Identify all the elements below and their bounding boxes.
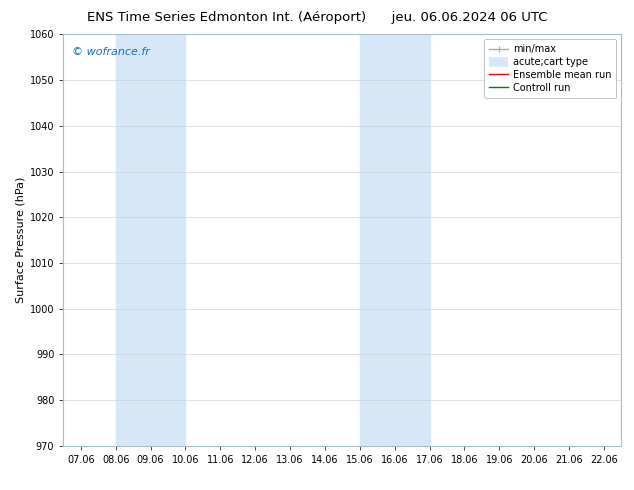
Bar	[359, 34, 429, 446]
Legend: min/max, acute;cart type, Ensemble mean run, Controll run: min/max, acute;cart type, Ensemble mean …	[484, 39, 616, 98]
Bar	[116, 34, 185, 446]
Text: © wofrance.fr: © wofrance.fr	[72, 47, 150, 57]
Y-axis label: Surface Pressure (hPa): Surface Pressure (hPa)	[16, 177, 25, 303]
Text: ENS Time Series Edmonton Int. (Aéroport)      jeu. 06.06.2024 06 UTC: ENS Time Series Edmonton Int. (Aéroport)…	[87, 11, 547, 24]
